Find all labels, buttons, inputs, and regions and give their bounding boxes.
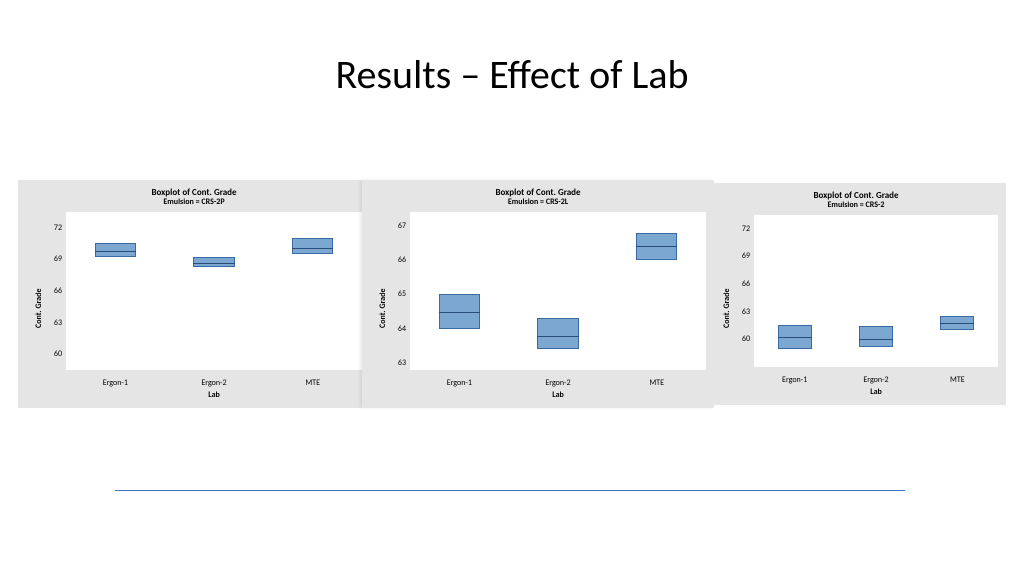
panel-title: Boxplot of Cont. Grade [362, 180, 714, 198]
x-axis-label: Lab [754, 387, 998, 397]
x-category-label: MTE [632, 378, 682, 388]
boxplot-median [940, 323, 974, 324]
boxplot-median [193, 263, 234, 264]
boxplot-median [537, 336, 578, 337]
y-tick-label: 67 [386, 221, 406, 231]
y-tick-label: 60 [42, 349, 62, 359]
y-tick-label: 69 [730, 251, 750, 261]
y-tick-label: 64 [386, 324, 406, 334]
x-category-label: Ergon-2 [533, 378, 583, 388]
panel-title: Boxplot of Cont. Grade [706, 183, 1006, 201]
panel-title: Boxplot of Cont. Grade [18, 180, 370, 198]
boxplot-box [537, 318, 578, 349]
y-tick-label: 72 [730, 224, 750, 234]
x-category-label: MTE [932, 375, 982, 385]
boxplot-median [292, 248, 333, 249]
boxplot-panel-crs2l: Boxplot of Cont. Grade Emulsion = CRS-2L… [362, 180, 714, 408]
y-tick-label: 69 [42, 254, 62, 264]
x-category-label: Ergon-1 [770, 375, 820, 385]
panel-subtitle: Emulsion = CRS-2L [362, 198, 714, 207]
y-tick-label: 60 [730, 334, 750, 344]
boxplot-median [95, 251, 136, 252]
x-axis-label: Lab [66, 390, 362, 400]
slide-title: Results – Effect of Lab [0, 50, 1024, 99]
x-category-label: MTE [288, 378, 338, 388]
y-tick-label: 63 [730, 307, 750, 317]
boxplot-panel-crs2p: Boxplot of Cont. Grade Emulsion = CRS-2P… [18, 180, 370, 408]
accent-underline [115, 490, 905, 491]
y-tick-label: 65 [386, 289, 406, 299]
boxplot-median [778, 337, 812, 338]
boxplot-panel-crs2: Boxplot of Cont. Grade Emulsion = CRS-2 … [706, 183, 1006, 405]
plot-area [66, 212, 362, 370]
x-axis-label: Lab [410, 390, 706, 400]
boxplot-median [439, 312, 480, 313]
x-category-label: Ergon-2 [189, 378, 239, 388]
y-tick-label: 66 [730, 279, 750, 289]
panel-subtitle: Emulsion = CRS-2 [706, 201, 1006, 210]
plot-area [410, 212, 706, 370]
y-tick-label: 63 [386, 358, 406, 368]
x-category-label: Ergon-1 [434, 378, 484, 388]
boxplot-box [292, 238, 333, 254]
boxplot-box [859, 326, 893, 346]
y-tick-label: 63 [42, 318, 62, 328]
plot-area [754, 215, 998, 367]
panel-subtitle: Emulsion = CRS-2P [18, 198, 370, 207]
y-tick-label: 66 [42, 286, 62, 296]
x-category-label: Ergon-1 [90, 378, 140, 388]
boxplot-median [636, 246, 677, 247]
y-tick-label: 66 [386, 255, 406, 265]
chart-panels-row: Boxplot of Cont. Grade Emulsion = CRS-2P… [18, 180, 1006, 415]
x-category-label: Ergon-2 [851, 375, 901, 385]
boxplot-box [95, 243, 136, 258]
y-tick-label: 72 [42, 223, 62, 233]
boxplot-median [859, 339, 893, 340]
